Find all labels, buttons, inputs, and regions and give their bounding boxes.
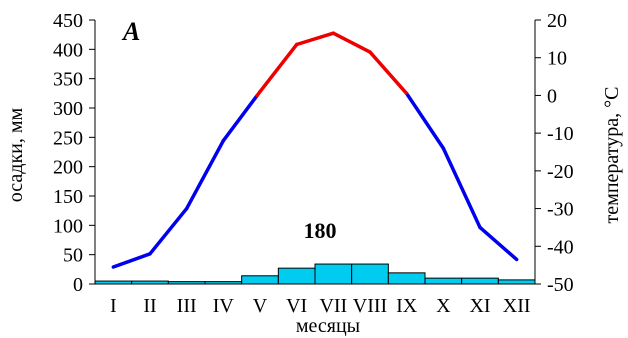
y-left-tick-label: 50	[63, 245, 83, 267]
y-left-tick-label: 400	[53, 39, 83, 61]
temperature-line	[111, 31, 519, 269]
x-tick-label: IV	[213, 295, 235, 317]
precip-bar-XII	[497, 279, 536, 285]
x-tick-label: X	[436, 295, 451, 317]
y-right-tick-label: -10	[547, 123, 574, 145]
tick-labels: 050100150200250300350400450-50-40-30-20-…	[53, 10, 574, 317]
temperature-segment-10-0	[478, 225, 519, 262]
y-axis-left-title: осадки, мм	[5, 107, 27, 202]
temperature-segment-3-0	[221, 93, 259, 143]
x-tick-label: VIII	[353, 295, 387, 317]
x-tick-label: XI	[469, 295, 490, 317]
panel-label: A	[121, 17, 140, 46]
temperature-segment-2-0	[184, 138, 226, 211]
precip-bar-VII	[314, 263, 353, 285]
precip-bar-XI	[461, 277, 499, 285]
temperature-segment-1-0	[148, 206, 189, 256]
y-axis-right-title: температура, °C	[601, 87, 623, 224]
temperature-segment-9-0	[441, 146, 482, 230]
temperature-segment-6-0	[331, 31, 372, 54]
x-tick-label: VII	[319, 295, 347, 317]
y-right-tick-label: -30	[547, 199, 574, 221]
annotation-label: 180	[304, 218, 337, 243]
axes	[89, 19, 541, 285]
y-left-tick-label: 250	[53, 127, 83, 149]
y-left-tick-label: 200	[53, 157, 83, 179]
x-tick-label: III	[177, 295, 197, 317]
precipitation-bars	[94, 263, 536, 285]
precip-bar-VIII	[351, 263, 389, 285]
y-left-tick-label: 350	[53, 69, 83, 91]
y-right-tick-label: -40	[547, 236, 574, 258]
x-tick-label: V	[253, 295, 268, 317]
temperature-segment-5-0	[294, 31, 336, 47]
x-axis-title: месяцы	[296, 315, 360, 337]
temperature-segment-4-0	[258, 42, 299, 94]
y-left-tick-label: 100	[53, 215, 83, 237]
precip-bar-V	[241, 275, 279, 285]
x-tick-label: IX	[396, 295, 418, 317]
y-left-tick-label: 150	[53, 186, 83, 208]
precip-bar-IX	[387, 272, 426, 285]
temperature-segment-0-0	[111, 252, 152, 269]
y-right-tick-label: -50	[547, 274, 574, 296]
y-left-tick-label: 0	[73, 274, 83, 296]
x-tick-label: XII	[503, 295, 531, 317]
y-right-tick-label: 0	[547, 85, 557, 107]
precip-bar-X	[424, 277, 463, 285]
y-right-tick-label: -20	[547, 161, 574, 183]
temperature-segment-7-0	[368, 50, 409, 96]
y-right-tick-label: 10	[547, 48, 567, 70]
y-right-tick-label: 20	[547, 10, 567, 32]
y-left-tick-label: 300	[53, 98, 83, 120]
temperature-segment-8-1	[406, 93, 446, 150]
x-tick-label: I	[110, 295, 117, 317]
x-tick-label: II	[143, 295, 156, 317]
precip-bar-VI	[277, 267, 316, 285]
y-left-tick-label: 450	[53, 10, 83, 32]
x-tick-label: VI	[286, 295, 307, 317]
